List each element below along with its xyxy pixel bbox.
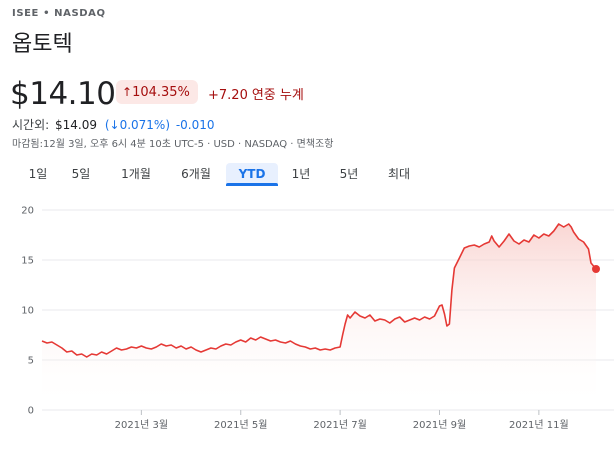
x-tick-label: 2021년 3월 — [115, 419, 168, 431]
ticker-label: ISEE • NASDAQ — [12, 8, 106, 19]
change-percent-badge: ↑104.35% — [116, 80, 198, 104]
tab-5d[interactable]: 5일 — [71, 167, 91, 181]
company-name: 옵토텍 — [12, 32, 73, 57]
after-hours-price: $14.09 — [55, 118, 97, 132]
tab-1y[interactable]: 1년 — [291, 167, 311, 181]
price-area — [42, 224, 596, 410]
price-line — [41, 223, 597, 358]
up-arrow-icon: ↑ — [122, 85, 133, 99]
x-tick-label: 2021년 9월 — [413, 419, 466, 431]
price-chart[interactable]: 0 5 10 15 20 2021년 3월 2021년 5월 2021년 7월 2021년 9월… — [0, 195, 614, 445]
x-tick-label: 2021년 7월 — [313, 419, 366, 431]
change-period-label: 연중 누계 — [251, 88, 304, 103]
x-tick-label: 2021년 11월 — [509, 419, 569, 431]
change-absolute: +7.20 연중 누계 — [208, 84, 304, 103]
y-tick-label: 15 — [21, 256, 34, 267]
tab-ytd[interactable]: YTD — [226, 163, 278, 186]
y-tick-label: 20 — [21, 206, 34, 217]
y-tick-label: 0 — [28, 406, 34, 417]
after-hours-change: -0.010 — [175, 118, 215, 132]
change-absolute-value: +7.20 — [208, 88, 248, 103]
tab-1d[interactable]: 1일 — [28, 167, 48, 181]
after-hours-label: 시간외: — [12, 118, 50, 132]
price-chart-svg: 0 5 10 15 20 2021년 3월 2021년 5월 2021년 7월 2021년 9월… — [21, 206, 614, 431]
tab-6m[interactable]: 6개월 — [181, 167, 211, 181]
last-price-dot — [592, 265, 600, 273]
tab-1m[interactable]: 1개월 — [121, 167, 151, 181]
tab-5y[interactable]: 5년 — [339, 167, 359, 181]
market-status-line[interactable]: 마감됨:12월 3일, 오후 6시 4분 10초 UTC-5 · USD · N… — [12, 139, 334, 150]
y-tick-label: 10 — [21, 306, 34, 317]
current-price: $14.10 — [10, 76, 116, 112]
after-hours-percent: (↓0.071%) — [104, 118, 171, 132]
x-tick-label: 2021년 5월 — [214, 419, 267, 431]
tab-max[interactable]: 최대 — [387, 167, 411, 181]
y-tick-label: 5 — [28, 356, 34, 367]
change-percent-value: 104.35% — [132, 85, 190, 100]
after-hours-line: 시간외: $14.09 (↓0.071%) -0.010 — [12, 116, 215, 133]
